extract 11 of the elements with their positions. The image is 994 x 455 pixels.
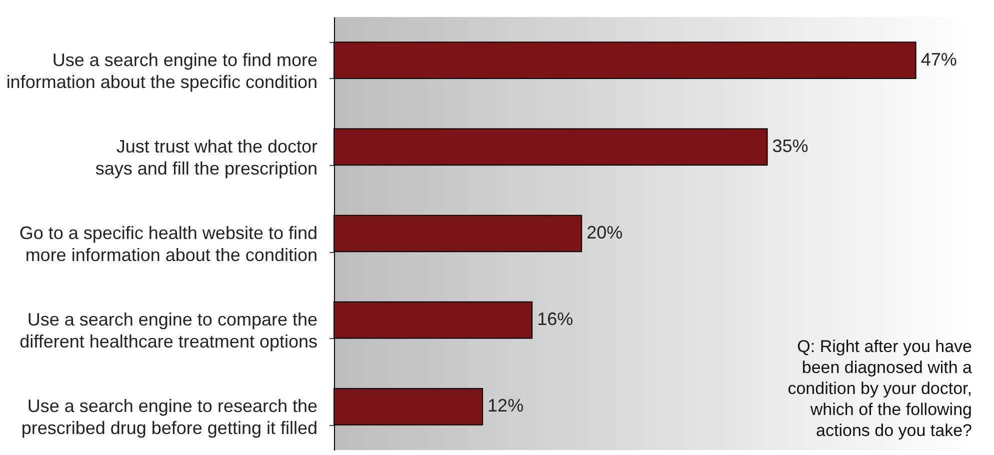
y-tick-label: Use a search engine to find more information about the specific condition [6,50,318,92]
data-label: 12% [488,396,524,416]
annotation: Q: Right after you have been diagnosed with a condition by your doctor, which of the following actions do you take? [786,336,972,441]
data-label: 35% [772,136,808,156]
y-tick-label: Use a search engine to research the prescribed drug before getting it filled [21,396,318,438]
data-label: 20% [586,222,623,242]
y-tick-label: Use a search engine to compare the different healthcare treatment options [20,310,318,352]
y-tick-label: Just trust what the doctor says and fill the prescription [95,136,318,178]
data-label: 47% [920,49,957,70]
y-tick-label: Go to a specific health website to find more information about the condition [19,223,318,265]
data-label: 16% [537,309,574,330]
